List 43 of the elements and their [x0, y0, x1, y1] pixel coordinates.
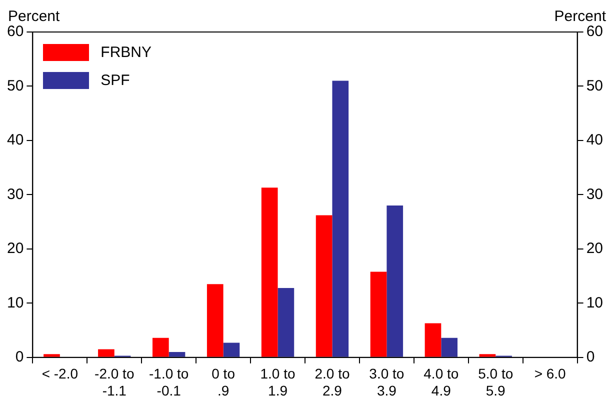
y2-tick-label: 60 — [586, 23, 604, 40]
y-tick-label: 50 — [6, 77, 24, 94]
x-tick-label: 5.0 to 5.9 — [478, 366, 514, 398]
y-tick-label: 20 — [6, 240, 24, 258]
x-tick-label: < -2.0 — [42, 366, 78, 382]
y-tick-label: 40 — [6, 132, 24, 149]
bar — [44, 354, 60, 357]
y-tick-label: 0 — [15, 348, 24, 366]
y2-tick-label: 20 — [586, 240, 604, 258]
bar — [223, 342, 240, 357]
y2-axis-title: Percent — [554, 8, 606, 25]
x-tick-label: 2.0 to 2.9 — [314, 366, 350, 398]
bar — [98, 349, 114, 357]
bar — [479, 354, 496, 357]
legend-label: SPF — [100, 72, 130, 88]
x-tick-label: -2.0 to -1.1 — [94, 366, 134, 398]
legend-label: FRBNY — [100, 44, 152, 60]
bar — [152, 338, 169, 357]
y-tick-label: 60 — [6, 23, 24, 40]
y-axis-title: Percent — [8, 8, 60, 25]
x-tick-label: -1.0 to -0.1 — [148, 366, 189, 398]
bar — [261, 188, 278, 357]
y-tick-label: 10 — [6, 294, 24, 312]
x-tick-label: 4.0 to 4.9 — [424, 366, 459, 398]
bar — [370, 272, 387, 357]
bar — [316, 215, 332, 357]
bar — [168, 352, 186, 357]
y2-tick-label: 10 — [586, 294, 604, 312]
y2-tick-label: 0 — [586, 348, 595, 366]
bar — [332, 80, 349, 357]
y2-tick-label: 30 — [586, 186, 604, 203]
x-tick-label: > 6.0 — [534, 366, 566, 382]
y2-tick-label: 50 — [586, 77, 604, 94]
bar — [206, 284, 224, 357]
bar — [386, 206, 404, 357]
bar — [278, 288, 294, 357]
bar — [441, 338, 458, 357]
x-tick-label: 1.0 to 1.9 — [260, 366, 296, 398]
y2-tick-label: 40 — [586, 132, 604, 149]
x-tick-label: 0 to .9 — [212, 366, 236, 398]
bar — [424, 323, 442, 357]
y-tick-label: 30 — [6, 186, 24, 203]
x-tick-label: 3.0 to 3.9 — [369, 366, 404, 398]
